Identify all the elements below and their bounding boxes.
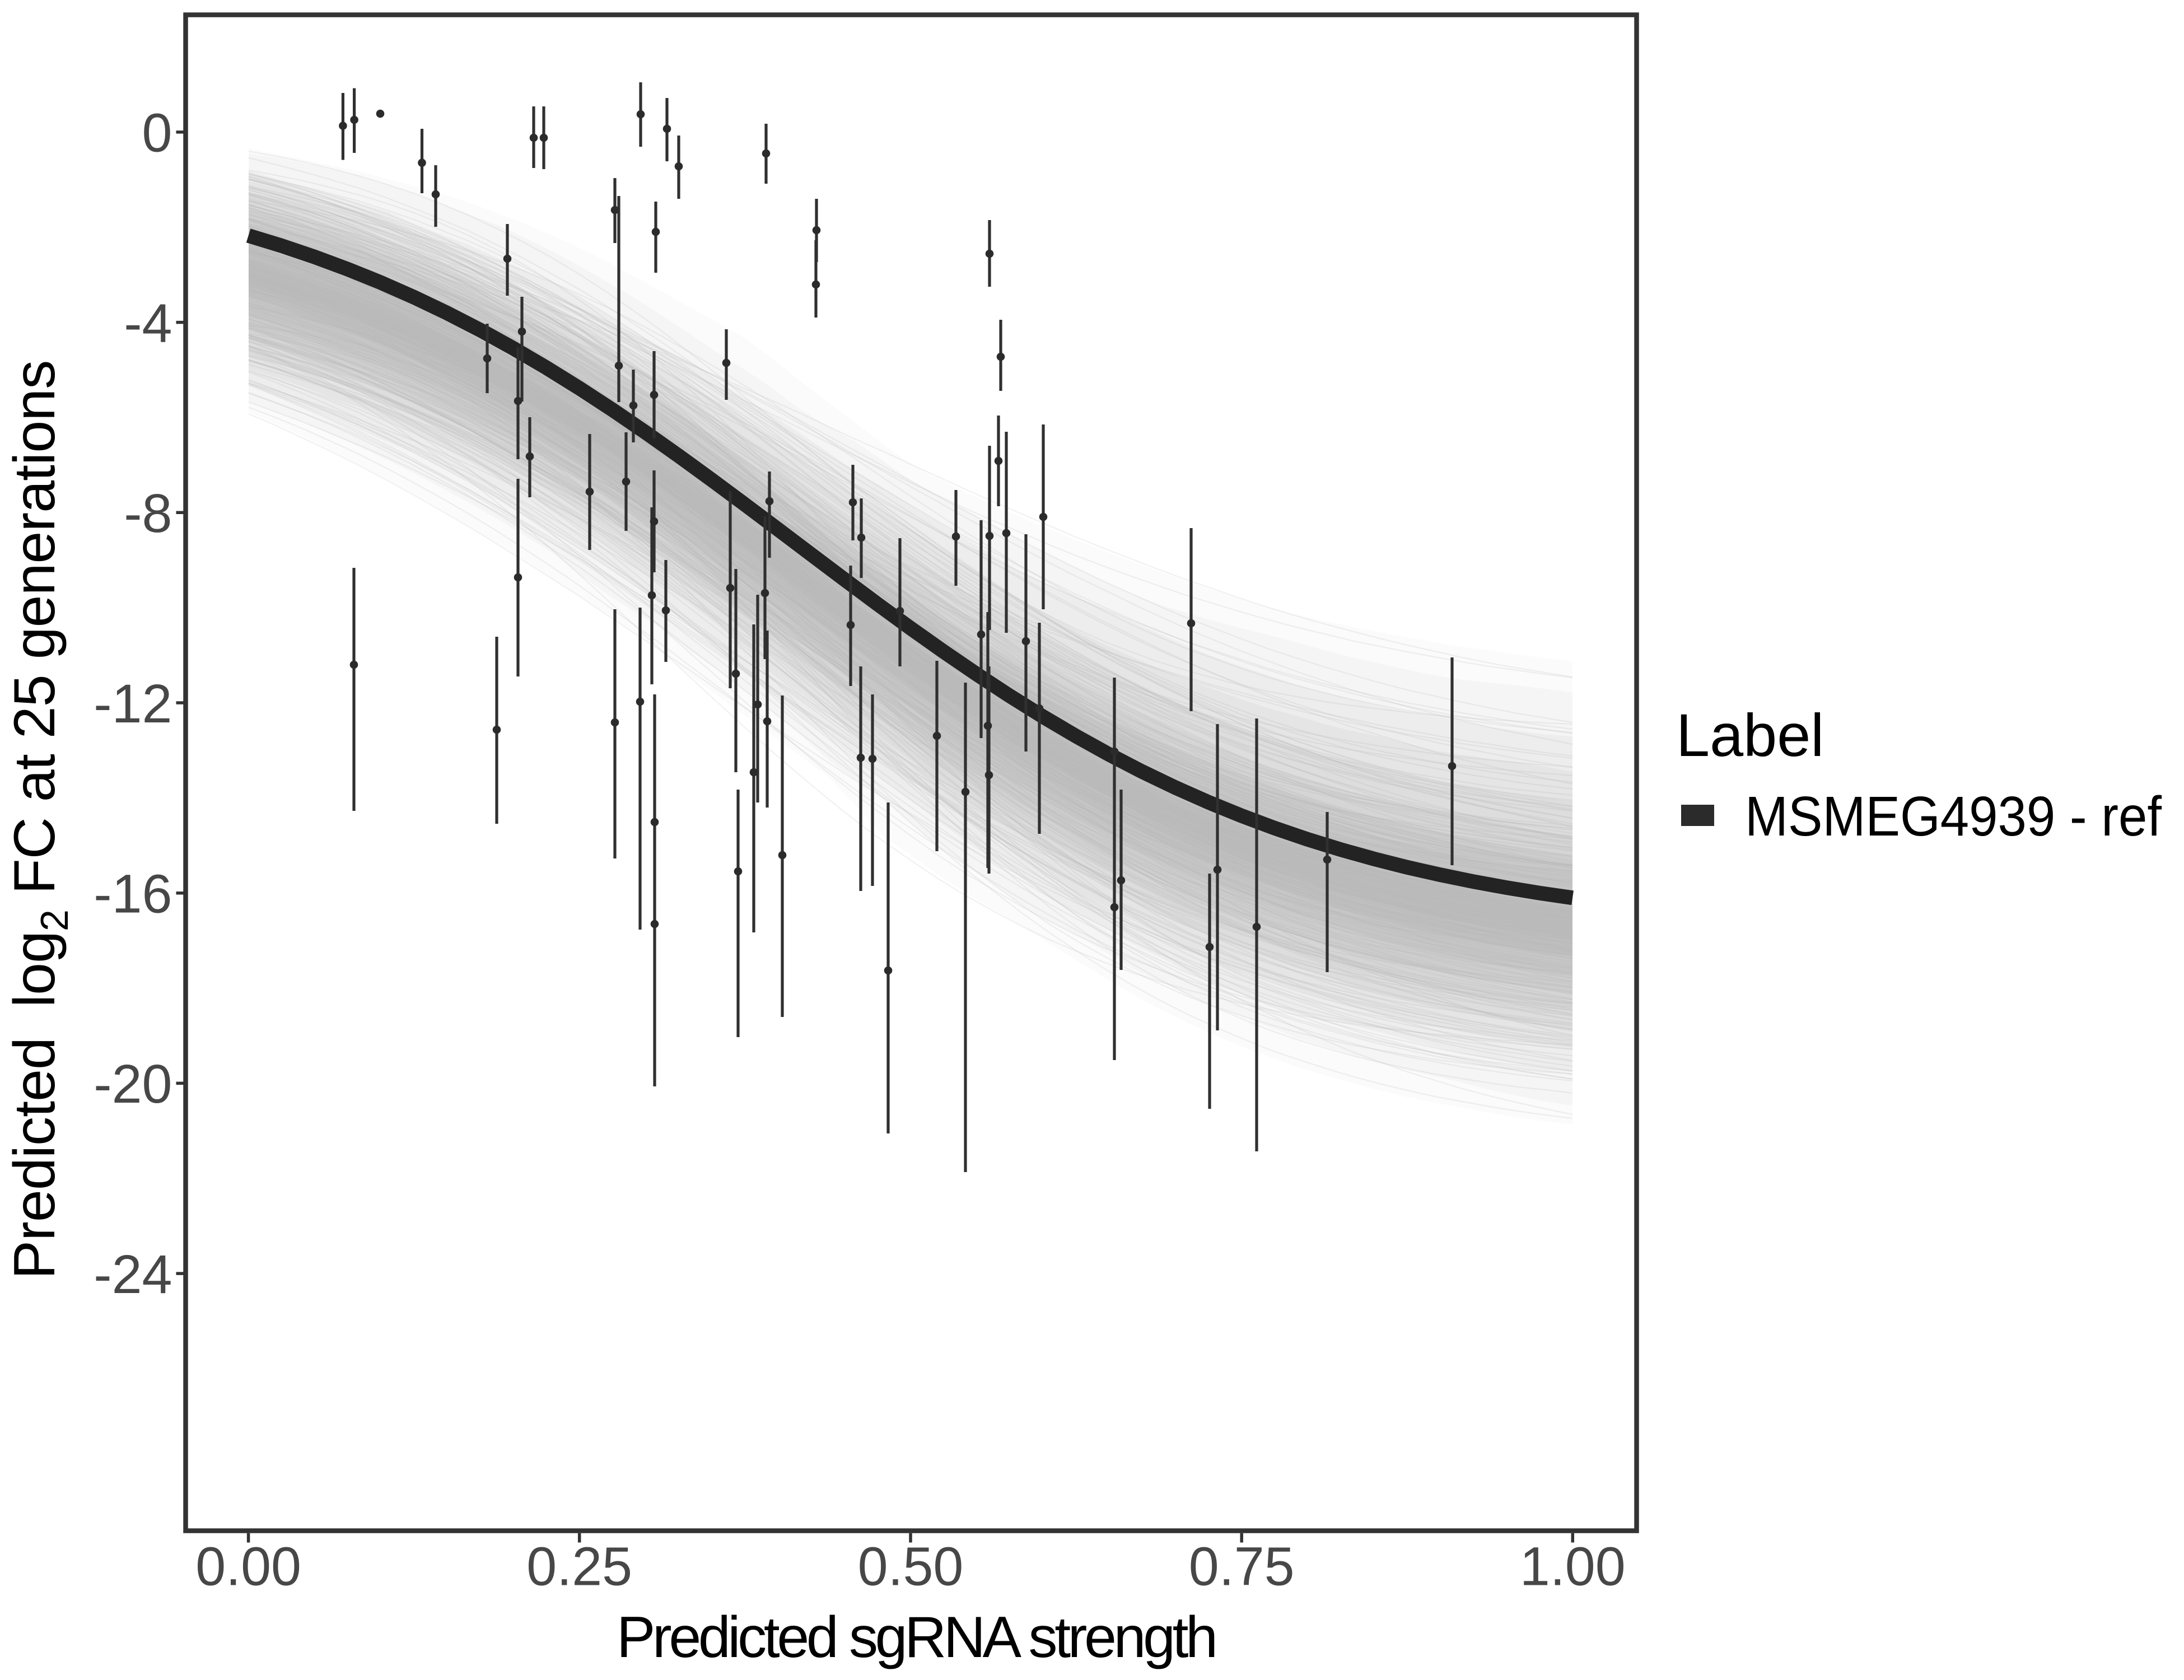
svg-text:-4: -4	[124, 292, 172, 353]
svg-text:MSMEG4939 - ref: MSMEG4939 - ref	[1745, 785, 2162, 848]
svg-text:Predicted sgRNA strength: Predicted sgRNA strength	[617, 1605, 1218, 1670]
svg-text:0: 0	[142, 102, 172, 164]
svg-text:-16: -16	[94, 864, 172, 925]
svg-text:Predicted log2 FC at 25 genera: Predicted log2 FC at 25 generations	[2, 361, 76, 1280]
svg-text:-12: -12	[94, 673, 172, 734]
svg-text:-24: -24	[94, 1244, 172, 1305]
svg-text:0.00: 0.00	[195, 1536, 301, 1597]
svg-text:-20: -20	[94, 1053, 172, 1114]
svg-text:0.25: 0.25	[526, 1536, 632, 1597]
svg-text:0.50: 0.50	[858, 1536, 964, 1597]
svg-text:Label: Label	[1676, 701, 1824, 769]
svg-text:1.00: 1.00	[1520, 1536, 1626, 1597]
svg-text:-8: -8	[124, 483, 172, 544]
svg-text:0.75: 0.75	[1189, 1536, 1295, 1597]
